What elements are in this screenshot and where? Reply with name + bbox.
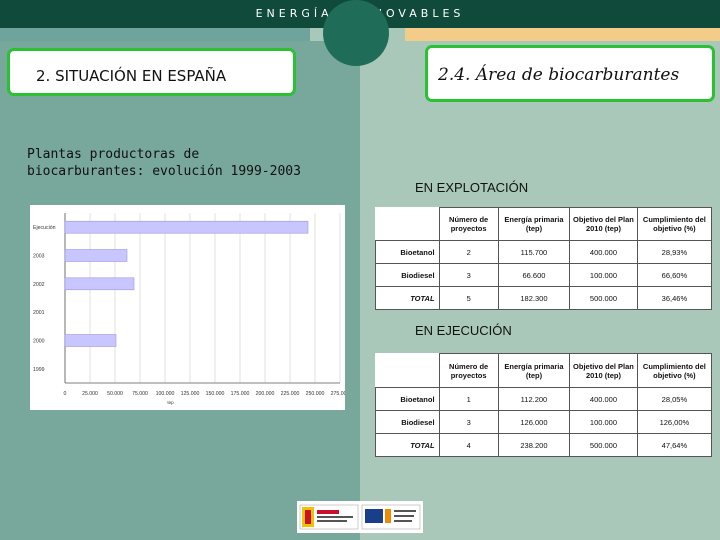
chart-xtick-label: 225.000	[281, 391, 300, 397]
chart-subtitle-line1: Plantas productoras de	[27, 147, 200, 162]
left-section-title: 2. SITUACIÓN EN ESPAÑA	[36, 67, 227, 85]
header-proyectos: Número de proyectos	[438, 207, 499, 241]
idae-logo	[361, 504, 421, 530]
right-section-title-box: 2.4. Área de biocarburantes	[425, 45, 715, 102]
chart-category-label: 2000	[33, 339, 45, 345]
right-section-title: 2.4. Área de biocarburantes	[438, 65, 680, 85]
chart-category-label: 2001	[33, 310, 45, 316]
chart-xtick-label: 0	[64, 391, 67, 397]
row-label: Biodiesel	[375, 263, 440, 287]
table-corner	[376, 354, 440, 388]
footer-logos	[297, 501, 423, 533]
table-row: Bioetanol 1 112.200 400.000 28,05%	[375, 387, 713, 411]
cell-objetivo: 500.000	[569, 433, 638, 457]
cell-cumplimiento: 47,64%	[636, 433, 713, 457]
row-label: Bioetanol	[375, 240, 440, 264]
chart-category-label: 1999	[33, 367, 45, 373]
bar-chart: 0 25.000 50.000 75.000 100.000 125.000 150.000…	[33, 213, 349, 405]
chart-xtick-label: 25.000	[82, 391, 98, 397]
cell-proyectos: 3	[438, 263, 499, 287]
row-label: Biodiesel	[375, 410, 440, 434]
table-row: Bioetanol 2 115.700 400.000 28,93%	[375, 240, 713, 264]
cell-proyectos: 4	[438, 433, 499, 457]
logos-svg	[299, 504, 421, 530]
cell-energia: 182.300	[497, 286, 571, 310]
table-row: TOTAL 4 238.200 500.000 47,64%	[375, 433, 713, 457]
header-circle-decoration	[323, 0, 389, 66]
chart-xtick-label: 50.000	[107, 391, 123, 397]
row-label: TOTAL	[375, 286, 440, 310]
chart-bar	[64, 334, 117, 347]
cell-cumplimiento: 66,60%	[636, 263, 713, 287]
chart-category-label: 2002	[33, 282, 45, 288]
cell-energia: 66.600	[497, 263, 571, 287]
cell-energia: 112.200	[497, 387, 571, 411]
chart-xtick-label: 250.000	[306, 391, 325, 397]
cell-objetivo: 400.000	[569, 240, 638, 264]
header-energia: Energía primaria (tep)	[497, 353, 571, 388]
cell-energia: 238.200	[497, 433, 571, 457]
chart-bar	[64, 220, 309, 234]
row-label: TOTAL	[375, 433, 440, 457]
table-corner	[376, 208, 440, 241]
chart-xtick-label: 175.000	[231, 391, 250, 397]
table-row: Biodiesel 3 66.600 100.000 66,60%	[375, 263, 713, 287]
header-objetivo: Objetivo del Plan 2010 (tep)	[569, 207, 638, 241]
header-energia: Energía primaria (tep)	[497, 207, 571, 241]
cell-objetivo: 500.000	[569, 286, 638, 310]
ejecucion-label: EN EJECUCIÓN	[415, 323, 512, 338]
explotacion-label: EN EXPLOTACIÓN	[415, 180, 529, 195]
chart-xtick-label: 275.000	[331, 391, 345, 397]
chart-subtitle: Plantas productoras de biocarburantes: e…	[27, 146, 327, 180]
header-cumplimiento: Cumplimiento del objetivo (%)	[636, 207, 713, 241]
chart-category-label: 2003	[33, 254, 45, 260]
chart-subtitle-line2: biocarburantes: evolución 1999-2003	[27, 164, 301, 179]
cell-proyectos: 1	[438, 387, 499, 411]
cell-cumplimiento: 36,46%	[636, 286, 713, 310]
left-section-title-box: 2. SITUACIÓN EN ESPAÑA	[7, 48, 296, 96]
cell-cumplimiento: 126,00%	[636, 410, 713, 434]
chart-xtick-label: 150.000	[206, 391, 225, 397]
chart-bar	[64, 277, 135, 291]
header-stripe-left	[0, 28, 310, 41]
chart-category-label: Ejecución	[33, 225, 56, 231]
ejecucion-table: Número de proyectos Energía primaria (te…	[375, 353, 713, 457]
chart-xtick-label: 200.000	[256, 391, 275, 397]
header-stripe-right	[405, 28, 720, 41]
cell-proyectos: 5	[438, 286, 499, 310]
chart-xtick-label: 75.000	[132, 391, 148, 397]
explotacion-table: Número de proyectos Energía primaria (te…	[375, 207, 713, 310]
cell-energia: 115.700	[497, 240, 571, 264]
cell-cumplimiento: 28,05%	[636, 387, 713, 411]
table-row: TOTAL 5 182.300 500.000 36,46%	[375, 286, 713, 310]
chart-xtick-label: 100.000	[156, 391, 175, 397]
spain-ministry-logo	[299, 504, 359, 530]
cell-energia: 126.000	[497, 410, 571, 434]
cell-objetivo: 400.000	[569, 387, 638, 411]
header-objetivo: Objetivo del Plan 2010 (tep)	[569, 353, 638, 388]
cell-cumplimiento: 28,93%	[636, 240, 713, 264]
header-proyectos: Número de proyectos	[438, 353, 499, 388]
cell-objetivo: 100.000	[569, 263, 638, 287]
chart-xtick-label: 125.000	[181, 391, 200, 397]
chart-panel: 0 25.000 50.000 75.000 100.000 125.000 150.000…	[30, 205, 349, 410]
cell-objetivo: 100.000	[569, 410, 638, 434]
row-label: Bioetanol	[375, 387, 440, 411]
cell-proyectos: 2	[438, 240, 499, 264]
table-row: Biodiesel 3 126.000 100.000 126,00%	[375, 410, 713, 434]
chart-x-axis-label: tep	[167, 400, 174, 405]
chart-bar	[64, 249, 128, 262]
cell-proyectos: 3	[438, 410, 499, 434]
header-cumplimiento: Cumplimiento del objetivo (%)	[636, 353, 713, 388]
